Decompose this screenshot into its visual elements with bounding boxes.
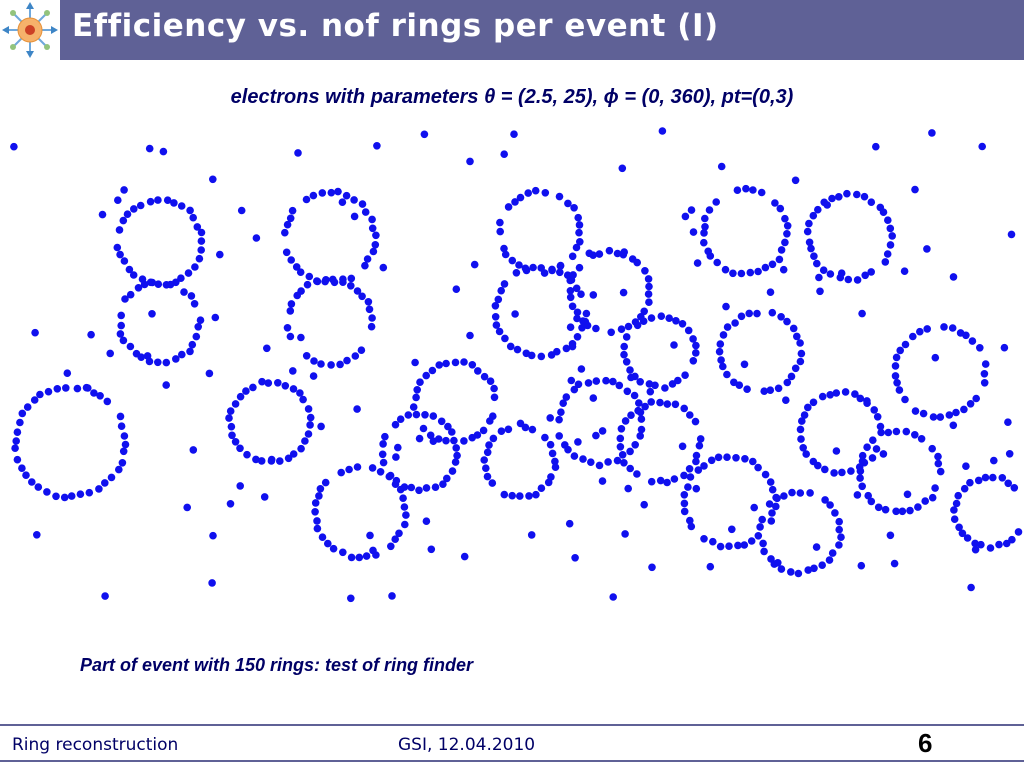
- footer-center-text: GSI, 12.04.2010: [398, 735, 536, 755]
- page-number: 6: [918, 728, 933, 758]
- slide-subtitle: electrons with parameters θ = (2.5, 25),…: [230, 86, 794, 108]
- ring-event-display: [10, 127, 1023, 603]
- footer-bottom-border: [0, 760, 1024, 762]
- footer-left-text: Ring reconstruction: [12, 735, 179, 755]
- footer-divider: [0, 724, 1024, 726]
- logo-icon: [0, 0, 60, 60]
- hit-points: [10, 127, 1023, 603]
- slide-title: Efficiency vs. nof rings per event (I): [72, 8, 719, 44]
- title-bar: Efficiency vs. nof rings per event (I): [60, 0, 1024, 60]
- figure-caption: Part of event with 150 rings: test of ri…: [80, 655, 474, 675]
